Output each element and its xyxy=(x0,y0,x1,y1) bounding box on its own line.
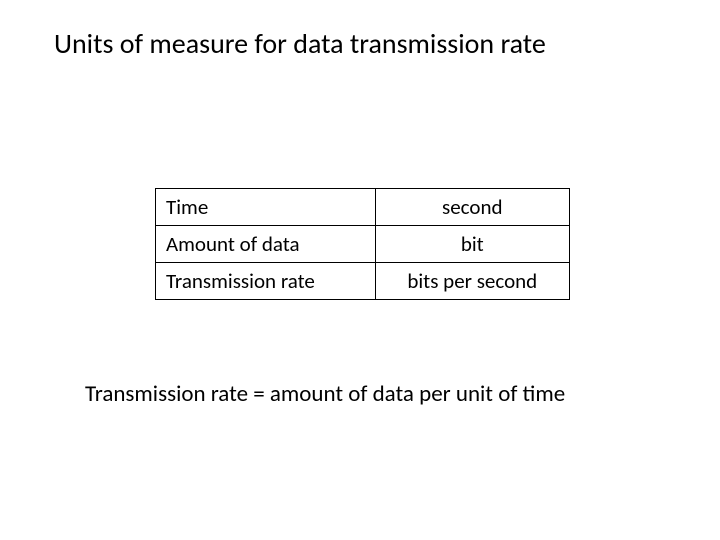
table-row: Transmission rate bits per second xyxy=(156,263,570,300)
slide-title: Units of measure for data transmission r… xyxy=(54,26,546,61)
table-row: Amount of data bit xyxy=(156,226,570,263)
units-table: Time second Amount of data bit Transmiss… xyxy=(155,188,570,300)
table-cell-value: bit xyxy=(375,226,569,263)
table-cell-value: second xyxy=(375,189,569,226)
table-cell-label: Time xyxy=(156,189,376,226)
table-cell-label: Transmission rate xyxy=(156,263,376,300)
table-cell-value: bits per second xyxy=(375,263,569,300)
table-cell-label: Amount of data xyxy=(156,226,376,263)
table-row: Time second xyxy=(156,189,570,226)
formula-text: Transmission rate = amount of data per u… xyxy=(85,380,565,408)
